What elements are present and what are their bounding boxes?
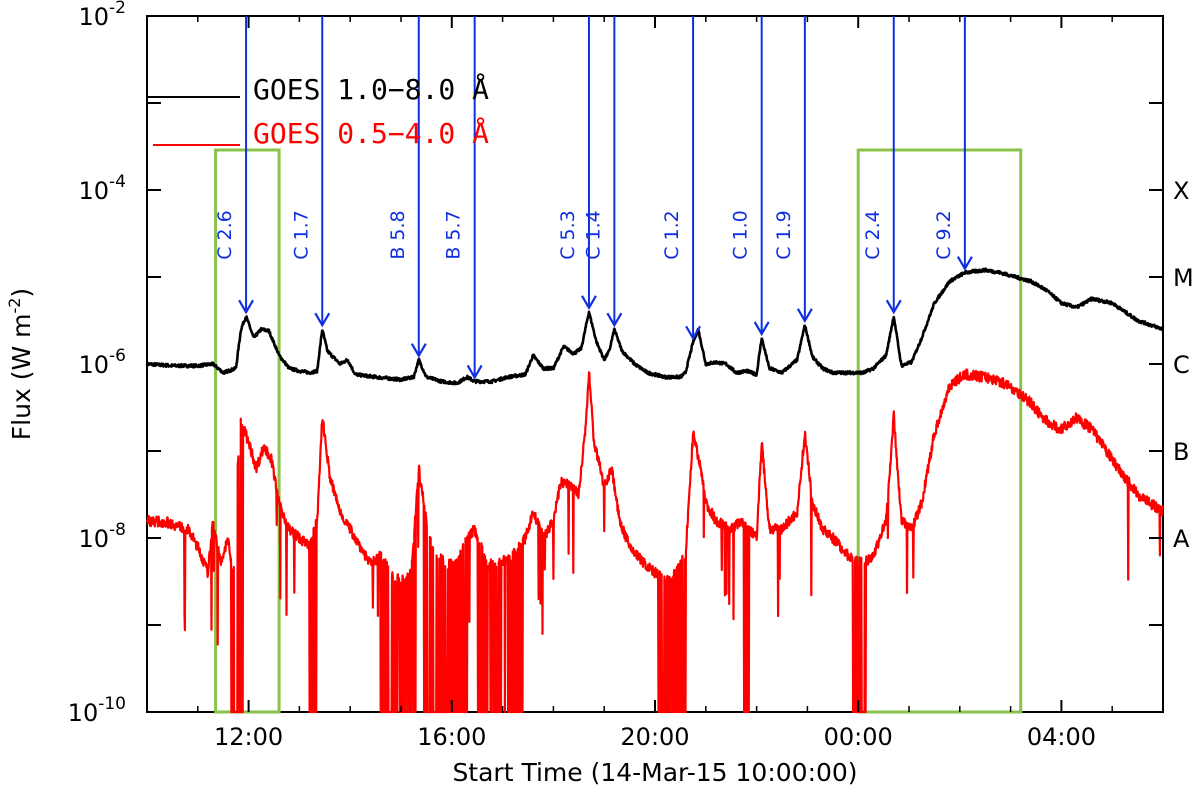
highlight-window-0 [214,148,281,714]
y-tick-base-2: 10 [79,351,110,379]
flare-arrowhead-0 [238,299,255,315]
series-layer [145,267,1165,714]
y-tick-label-2: 10-6 [79,346,127,379]
y-tick-exp-0: -2 [109,0,126,18]
flare-arrowhead-6 [685,325,702,341]
flare-label-0: C 2.6 [214,210,236,260]
x-axis-title: Start Time (14-Mar-15 10:00:00) [452,758,857,787]
goes-class-label-4: A [1173,525,1190,553]
x-tick-label-0: 12:00 [214,723,283,751]
y-tick-label-1: 10-4 [79,172,127,205]
flare-label-2: B 5.8 [387,210,409,259]
x-tick-label-1: 16:00 [417,723,486,751]
flare-label-4: C 5.3 [557,210,579,260]
x-tick-label-4: 04:00 [1027,723,1096,751]
goes-class-label-1: M [1173,264,1194,292]
y-tick-exp-2: -6 [109,346,126,366]
flare-label-1: C 1.7 [290,210,312,260]
y-tick-exp-3: -8 [109,520,126,540]
flare-arrowhead-10 [956,256,973,271]
y-tick-base-3: 10 [79,525,110,553]
x-tick-label-3: 00:00 [824,723,893,751]
flare-label-6: C 1.2 [661,210,683,260]
flare-arrowhead-7 [753,321,770,337]
y-axis-title-sup: -2 [5,298,24,314]
flare-arrowhead-2 [410,343,427,358]
flare-label-3: B 5.7 [443,210,465,259]
flare-arrowhead-8 [796,308,813,324]
series-line-0 [145,267,1164,386]
flare-label-7: C 1.0 [730,210,752,260]
y-axis-title-main: Flux (W m [7,314,36,441]
flare-arrowhead-9 [885,299,902,315]
goes-class-label-0: X [1173,177,1189,205]
legend: GOES 1.0−8.0 Å GOES 0.5−4.0 Å [147,72,489,150]
y-tick-exp-1: -4 [109,172,126,192]
y-tick-label-0: 10-2 [79,0,127,31]
y-tick-base-0: 10 [79,3,110,31]
flare-label-10: C 9.2 [933,210,955,260]
flare-arrowhead-5 [606,312,623,328]
flare-label-9: C 2.4 [862,210,884,260]
y-tick-exp-4: -10 [98,694,126,714]
x-tick-label-2: 20:00 [620,723,689,751]
legend-label-goes-short: GOES 0.5−4.0 Å [253,116,489,150]
flare-label-5: C 1.4 [582,210,604,260]
highlight-windows [214,148,1023,714]
highlight-window-1 [856,148,1023,714]
goes-class-label-2: C [1173,351,1190,379]
legend-label-goes-long: GOES 1.0−8.0 Å [253,72,489,106]
flare-arrowhead-1 [314,312,331,328]
y-tick-label-4: 10-10 [68,694,126,727]
series-line-1 [145,368,1165,714]
y-tick-base-4: 10 [68,699,99,727]
flare-arrowhead-4 [581,295,597,310]
flare-label-8: C 1.9 [773,210,795,260]
flare-arrowhead-3 [466,364,483,380]
axes: 12:00 16:00 20:00 00:00 04:0010-210-410-610-… [68,0,1194,751]
y-axis-title: Flux (W m-2) [5,288,36,440]
y-tick-label-3: 10-8 [79,520,127,553]
goes-class-label-3: B [1173,438,1189,466]
y-tick-base-1: 10 [79,177,110,205]
y-axis-title-close: ) [7,288,36,298]
flare-annotations: C 2.6 C 1.7 B 5.8 B 5.7 C 5.3 C 1.4 C 1.2 C 1.0… [214,16,973,380]
